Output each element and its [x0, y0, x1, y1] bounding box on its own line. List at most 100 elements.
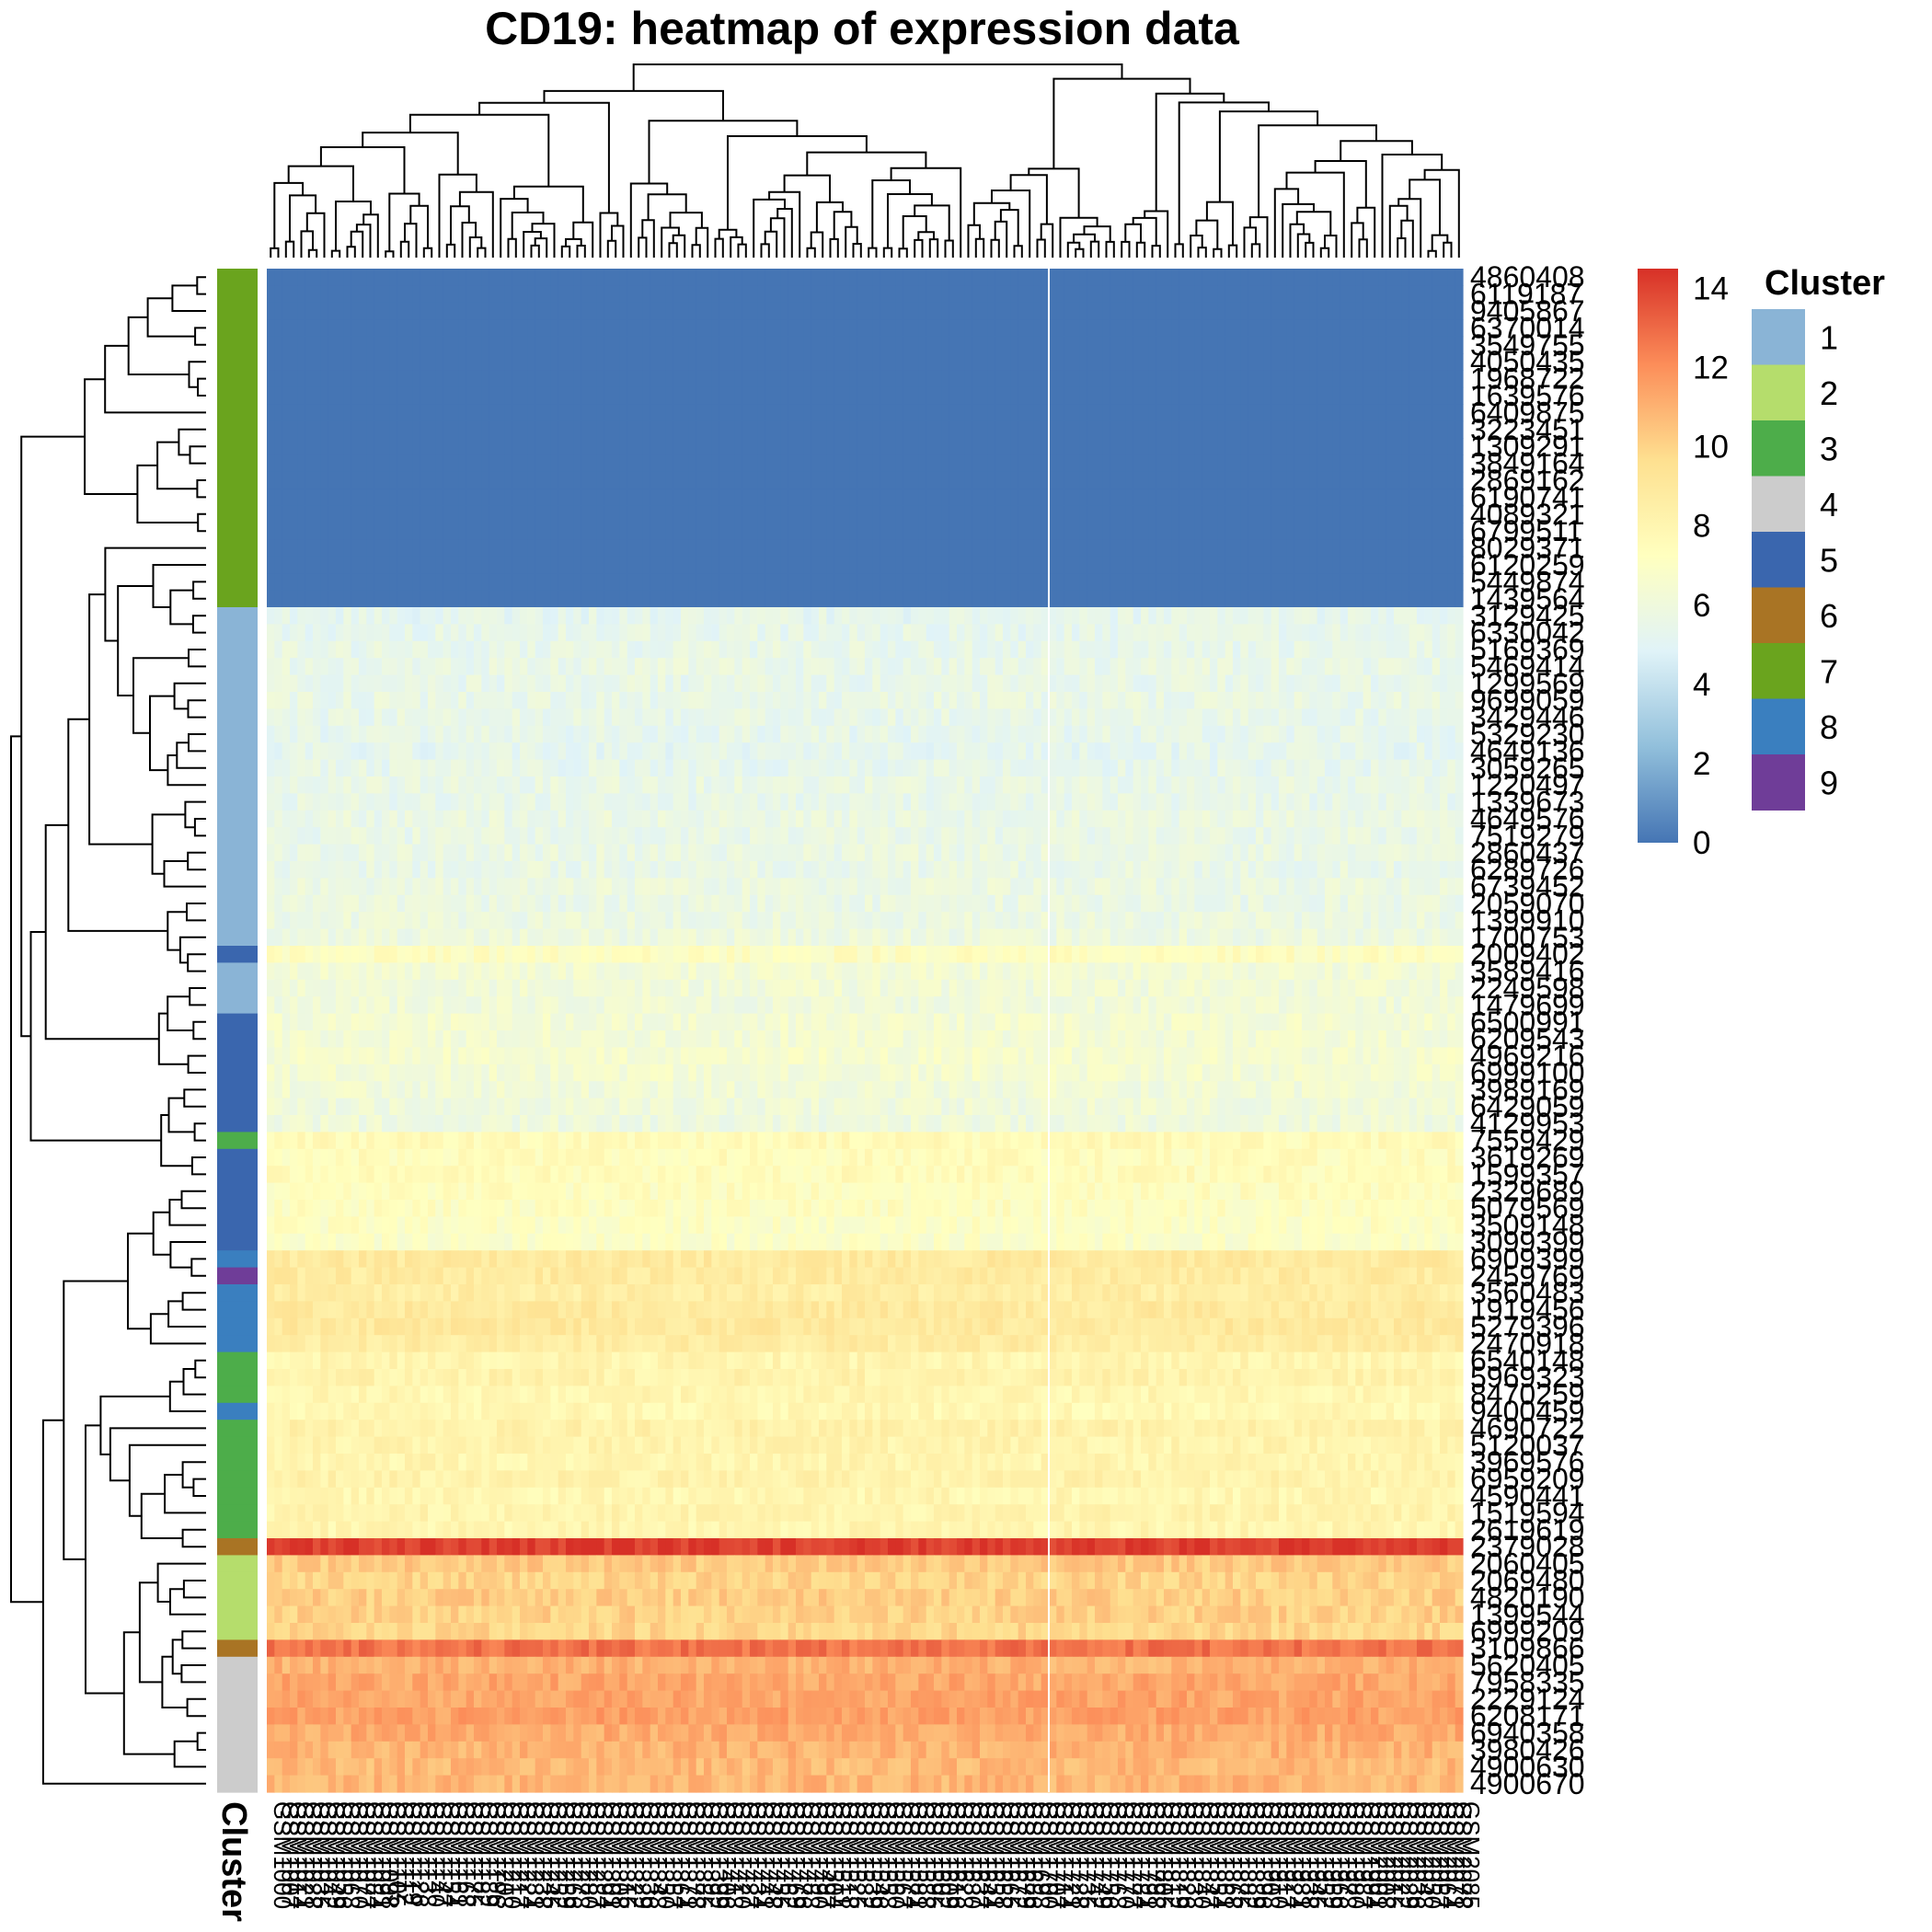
heatmap-cell — [604, 607, 613, 625]
dendrogram-branch — [672, 234, 686, 258]
annotation-cell-cluster-8 — [217, 1301, 258, 1319]
heatmap-cell — [964, 708, 973, 727]
heatmap-cell — [320, 285, 329, 304]
heatmap-cell — [359, 523, 367, 540]
heatmap-cell — [1133, 302, 1142, 320]
heatmap-cell — [520, 607, 528, 625]
heatmap-cell — [1432, 742, 1441, 761]
heatmap-cell — [374, 539, 383, 558]
heatmap-cell — [750, 489, 758, 507]
heatmap-cell — [1325, 353, 1333, 371]
heatmap-cell — [274, 471, 283, 489]
heatmap-cell — [489, 302, 498, 320]
heatmap-cell — [297, 658, 306, 676]
heatmap-cell — [359, 624, 367, 642]
heatmap-cell — [267, 708, 275, 727]
heatmap-cell — [420, 658, 429, 676]
heatmap-cell — [351, 489, 360, 507]
heatmap-cell — [1026, 658, 1034, 676]
annotation-cell-cluster-7 — [217, 420, 258, 439]
heatmap-cell — [1141, 539, 1149, 558]
heatmap-cell — [1141, 607, 1149, 625]
heatmap-cell — [1225, 523, 1234, 540]
heatmap-cell — [727, 370, 735, 388]
heatmap-cell — [911, 674, 919, 693]
heatmap-cell — [1217, 269, 1226, 286]
heatmap-cell — [964, 471, 973, 489]
heatmap-cell — [727, 640, 735, 659]
heatmap-cell — [918, 523, 927, 540]
heatmap-cell — [842, 624, 850, 642]
heatmap-cell — [412, 624, 421, 642]
heatmap-cell — [1401, 438, 1410, 455]
heatmap-cell — [1217, 708, 1226, 727]
heatmap-cell — [305, 573, 314, 592]
heatmap-cell — [451, 674, 459, 693]
heatmap-cell — [1156, 489, 1165, 507]
heatmap-cell — [458, 725, 467, 743]
heatmap-cell — [596, 370, 605, 388]
heatmap-cell — [1248, 386, 1257, 405]
heatmap-cell — [934, 590, 942, 608]
heatmap-cell — [374, 471, 383, 489]
heatmap-cell — [504, 539, 513, 558]
heatmap-cell — [857, 269, 866, 286]
heatmap-cell — [1424, 269, 1433, 286]
dendrogram-branch — [161, 1655, 188, 1708]
heatmap-cell — [489, 471, 498, 489]
heatmap-cell — [957, 759, 965, 777]
heatmap-cell — [481, 539, 490, 558]
heatmap-cell — [336, 404, 344, 422]
heatmap-cell — [405, 742, 413, 761]
heatmap-cell — [274, 658, 283, 676]
heatmap-cell — [1233, 471, 1241, 489]
heatmap-cell — [1279, 336, 1287, 354]
heatmap-cell — [704, 269, 712, 286]
heatmap-cell — [688, 420, 697, 439]
heatmap-cell — [1010, 319, 1019, 338]
heatmap-cell — [328, 420, 337, 439]
dendrogram-branch — [783, 174, 831, 202]
heatmap-cell — [949, 624, 958, 642]
heatmap-cell — [757, 658, 766, 676]
heatmap-cell — [903, 573, 912, 592]
heatmap-cells — [267, 269, 1464, 1793]
heatmap-cell — [504, 590, 513, 608]
heatmap-cell — [642, 269, 651, 286]
heatmap-cell — [727, 336, 735, 354]
heatmap-cell — [719, 370, 728, 388]
heatmap-cell — [504, 471, 513, 489]
heatmap-cell — [911, 539, 919, 558]
heatmap-cell — [635, 386, 643, 405]
heatmap-cell — [397, 607, 406, 625]
heatmap-cell — [1179, 742, 1188, 761]
heatmap-cell — [1179, 692, 1188, 709]
heatmap-cell — [374, 658, 383, 676]
heatmap-cell — [826, 692, 835, 709]
heatmap-cell — [1332, 370, 1341, 388]
heatmap-cell — [581, 319, 590, 338]
heatmap-cell — [1133, 420, 1142, 439]
heatmap-cell — [320, 489, 329, 507]
heatmap-cell — [1164, 302, 1172, 320]
heatmap-cell — [1240, 539, 1249, 558]
heatmap-cell — [1386, 523, 1395, 540]
heatmap-cell — [1110, 692, 1119, 709]
heatmap-cell — [1233, 590, 1241, 608]
heatmap-cell — [1102, 370, 1111, 388]
heatmap-cell — [1455, 285, 1464, 304]
heatmap-cell — [1156, 658, 1165, 676]
heatmap-cell — [834, 438, 843, 455]
heatmap-cell — [872, 658, 881, 676]
heatmap-cell — [1294, 607, 1303, 625]
heatmap-cell — [1394, 640, 1402, 659]
heatmap-cell — [489, 523, 498, 540]
heatmap-cell — [872, 708, 881, 727]
heatmap-cell — [305, 471, 314, 489]
heatmap-cell — [351, 539, 360, 558]
heatmap-cell — [596, 438, 605, 455]
heatmap-cell — [489, 640, 498, 659]
heatmap-cell — [1187, 658, 1195, 676]
heatmap-cell — [880, 658, 889, 676]
heatmap-cell — [451, 471, 459, 489]
